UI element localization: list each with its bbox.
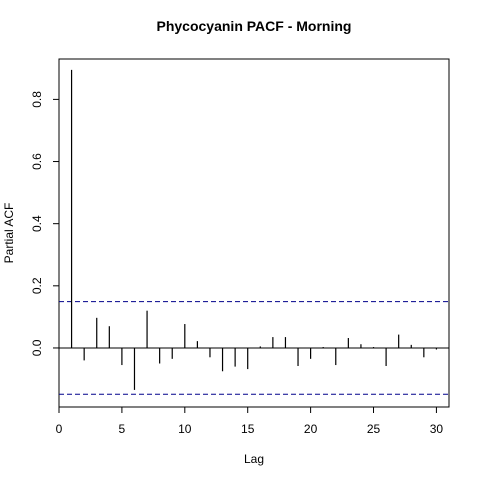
plot-frame xyxy=(58,58,450,408)
x-tick-label: 0 xyxy=(56,422,63,436)
x-tick-label: 20 xyxy=(304,422,318,436)
pacf-spikes xyxy=(70,69,438,390)
x-tick-label: 25 xyxy=(367,422,381,436)
y-tick-label: 0.0 xyxy=(30,339,44,356)
y-tick-label: 0.4 xyxy=(30,215,44,232)
x-tick-label: 10 xyxy=(178,422,192,436)
confidence-bounds xyxy=(59,301,449,395)
y-tick-label: 0.8 xyxy=(30,91,44,108)
chart-title: Phycocyanin PACF - Morning xyxy=(157,18,352,34)
x-axis: 0 5 10 15 20 25 30 xyxy=(56,406,444,436)
y-tick-label: 0.6 xyxy=(30,153,44,170)
y-axis-label: Partial ACF xyxy=(2,203,16,264)
y-tick-label: 0.2 xyxy=(30,277,44,294)
x-tick-label: 15 xyxy=(241,422,255,436)
x-tick-label: 30 xyxy=(430,422,444,436)
x-tick-label: 5 xyxy=(119,422,126,436)
x-axis-label: Lag xyxy=(244,452,264,466)
y-axis: 0.0 0.2 0.4 0.6 0.8 xyxy=(30,91,60,356)
